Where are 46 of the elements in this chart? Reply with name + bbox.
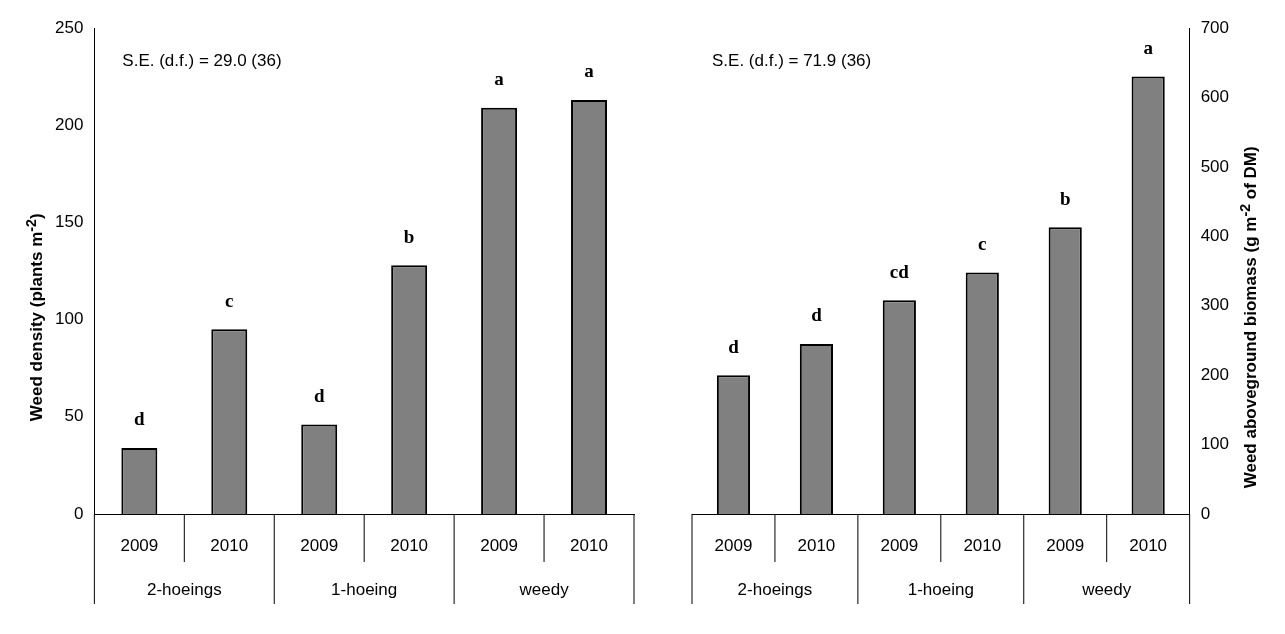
x-tick-label: 2009 <box>480 535 519 555</box>
y-tick-label: 100 <box>1200 434 1230 454</box>
data-label: a <box>1143 37 1154 59</box>
data-label: a <box>494 68 505 90</box>
x-tick-label: 2010 <box>390 535 429 555</box>
y-tick-label: 250 <box>54 17 84 37</box>
y-tick-label: 500 <box>1200 156 1230 176</box>
x-tick-label: 2009 <box>300 535 339 555</box>
y-tick-label: 600 <box>1200 87 1230 107</box>
y-tick-label: 50 <box>64 406 84 426</box>
y-tick-label: 0 <box>1200 503 1211 523</box>
x-tick-label: 2010 <box>570 535 608 555</box>
annotation: S.E. (d.f.) = 29.0 (36) <box>122 50 282 70</box>
x-tick-label: 2010 <box>1129 535 1168 555</box>
data-label: d <box>728 335 740 357</box>
data-label: d <box>811 304 823 326</box>
text: weedy <box>518 579 570 599</box>
data-label: d <box>134 408 146 430</box>
text: weedy <box>1081 579 1132 599</box>
y-tick-label: 200 <box>1200 364 1230 384</box>
y-tick-label: 700 <box>1200 17 1230 37</box>
y-tick-label: 150 <box>54 212 84 232</box>
data-label: c <box>978 232 987 254</box>
data-label: b <box>403 225 415 247</box>
y-tick-label: 0 <box>73 503 84 523</box>
data-label: a <box>584 60 595 82</box>
x-tick-label: 2010 <box>797 535 836 555</box>
data-label: b <box>1059 187 1071 209</box>
x-tick-label: 2009 <box>120 535 159 555</box>
data-label: d <box>313 384 325 406</box>
text: 1-hoeing <box>907 579 974 599</box>
annotation: S.E. (d.f.) = 71.9 (36) <box>712 50 872 70</box>
y-tick-label: 200 <box>54 114 84 134</box>
x-tick-label: 2009 <box>714 535 753 555</box>
y-tick-label: 400 <box>1200 225 1230 245</box>
y-tick-label: 100 <box>54 309 84 329</box>
x-tick-label: 2010 <box>963 535 1002 555</box>
text: 2-hoeings <box>146 579 222 599</box>
text: 2-hoeings <box>737 579 813 599</box>
text: 1-hoeing <box>331 579 398 599</box>
x-tick-label: 2009 <box>880 535 919 555</box>
x-tick-label: 2010 <box>210 535 249 555</box>
data-label: c <box>225 289 234 311</box>
y-tick-label: 300 <box>1200 295 1230 315</box>
data-label: cd <box>889 260 910 282</box>
x-tick-label: 2009 <box>1046 535 1085 555</box>
